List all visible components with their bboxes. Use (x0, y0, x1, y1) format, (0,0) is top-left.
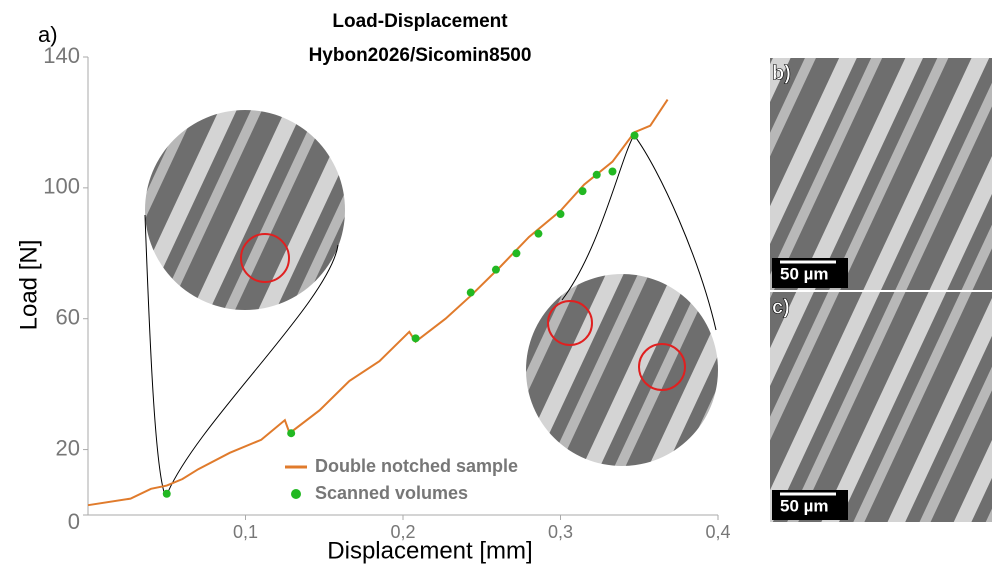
panel-label: c) (772, 296, 790, 318)
x-tick-label: 0,4 (705, 522, 730, 542)
y-tick-label: 60 (56, 305, 80, 330)
data-point (466, 288, 475, 297)
legend-label: Scanned volumes (315, 483, 468, 503)
data-point (608, 167, 617, 176)
legend-swatch (291, 489, 301, 499)
scale-bar-label: 50 µm (780, 496, 829, 515)
data-point (534, 229, 543, 238)
data-point (411, 334, 420, 343)
crack-marker (240, 233, 290, 283)
scale-bar-label: 50 µm (780, 264, 829, 283)
crack-marker (547, 300, 593, 346)
chart-subtitle: Hybon2026/Sicomin8500 (309, 45, 532, 66)
zoom-circle (526, 274, 718, 466)
zoom-connector (144, 214, 339, 493)
micrograph-c (770, 292, 992, 522)
data-point (592, 170, 601, 179)
crack-marker (638, 343, 686, 391)
data-point (162, 489, 171, 498)
zoom-circle (145, 110, 345, 310)
data-point (287, 429, 296, 438)
x-axis-label: Displacement [mm] (327, 537, 532, 564)
x-tick-label: 0,2 (390, 522, 415, 542)
chart-title: Load-Displacement (332, 11, 508, 32)
y-axis-label: Load [N] (15, 240, 42, 331)
x-tick-label: 0,1 (233, 522, 258, 542)
data-point (491, 265, 500, 274)
data-line (87, 98, 669, 507)
y-tick-label: 100 (43, 174, 80, 199)
y-tick-label: 20 (56, 435, 80, 460)
y-tick-label: 0 (68, 509, 80, 534)
legend-label: Double notched sample (315, 456, 518, 476)
x-tick-label: 0,3 (548, 522, 573, 542)
micrograph-b (770, 58, 992, 290)
panel-label: a) (38, 22, 58, 47)
data-point (512, 249, 521, 258)
data-point (578, 187, 587, 196)
data-point (630, 131, 639, 140)
data-point (556, 210, 565, 219)
y-tick-label: 140 (43, 43, 80, 68)
panel-label: b) (772, 62, 791, 84)
